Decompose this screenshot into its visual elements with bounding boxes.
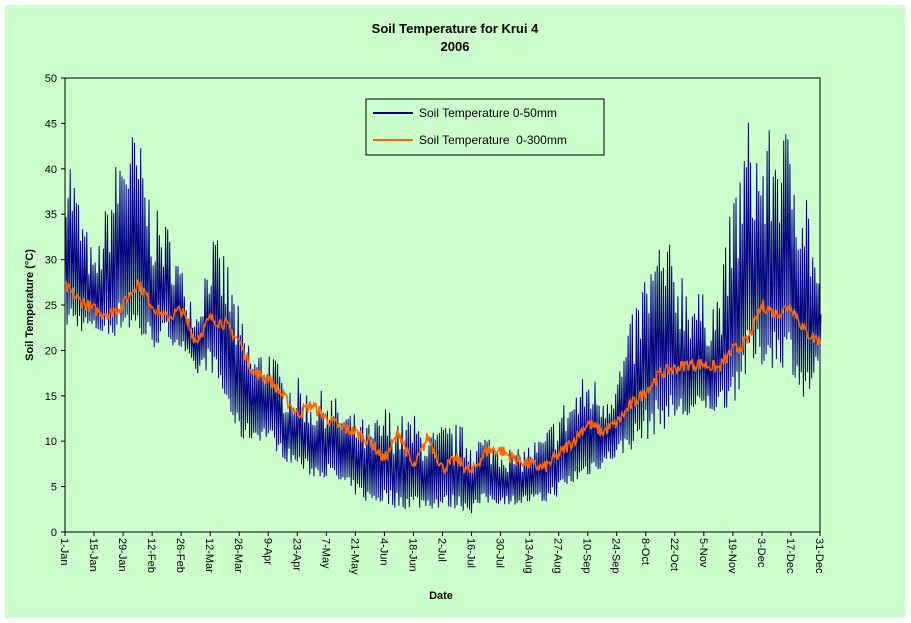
y-tick-label: 0 [51,527,57,539]
x-tick-label: 26-Mar [232,538,244,573]
series-layer [64,122,822,514]
chart-title: Soil Temperature for Krui 4 [372,21,539,36]
x-tick-label: 9-Apr [261,538,273,565]
y-tick-label: 30 [45,255,57,267]
x-tick-label: 8-Oct [639,538,651,565]
legend-box [365,98,605,156]
x-tick-label: 7-May [319,538,331,569]
x-tick-label: 31-Dec [813,538,825,574]
x-tick-label: 24-Sep [610,538,622,573]
x-axis-label: Date [429,590,453,602]
x-tick-label: 5-Nov [697,538,709,568]
x-tick-label: 22-Oct [668,538,680,571]
x-tick-label: 23-Apr [290,538,302,571]
x-tick-label: 26-Feb [174,538,186,573]
y-axis: 0 5 10 15 20 25 30 35 40 45 50 [45,73,65,539]
x-tick-label: 4-Jun [377,538,389,566]
legend-label-0-300mm: Soil Temperature 0-300mm [419,133,567,147]
x-tick-label: 1-Jan [58,538,70,566]
x-tick-label: 2-Jul [436,538,448,562]
legend: Soil Temperature 0-50mm Soil Temperature… [365,98,605,156]
x-tick-label: 12-Feb [145,538,157,573]
series-line-0-300mm [64,278,821,475]
y-axis-label: Soil Temperature (°C) [24,249,36,361]
y-tick-label: 50 [45,73,57,85]
x-tick-label: 21-May [348,538,360,575]
y-tick-label: 45 [45,118,57,130]
x-tick-label: 3-Dec [755,538,767,568]
y-tick-label: 25 [45,300,57,312]
y-tick-label: 40 [45,164,57,176]
x-tick-label: 12-Mar [203,538,215,573]
y-tick-label: 10 [45,436,57,448]
y-tick-label: 15 [45,391,57,403]
y-tick-label: 20 [45,345,57,357]
x-tick-label: 10-Sep [581,538,593,573]
y-tick-label: 35 [45,209,57,221]
y-tick-label: 5 [51,482,57,494]
x-tick-label: 16-Jul [465,538,477,568]
x-axis: 1-Jan 15-Jan 29-Jan 12-Feb 26-Feb 12-Mar 26-Ma… [58,532,825,575]
x-tick-label: 18-Jun [406,538,418,572]
x-tick-label: 29-Jan [116,538,128,572]
x-tick-label: 17-Dec [784,538,796,574]
x-tick-label: 15-Jan [87,538,99,572]
legend-label-0-50mm: Soil Temperature 0-50mm [419,106,557,120]
x-tick-label: 27-Aug [552,538,564,573]
chart-subtitle: 2006 [441,39,470,54]
x-tick-label: 30-Jul [494,538,506,568]
x-tick-label: 13-Aug [523,538,535,573]
x-tick-label: 19-Nov [726,538,738,574]
